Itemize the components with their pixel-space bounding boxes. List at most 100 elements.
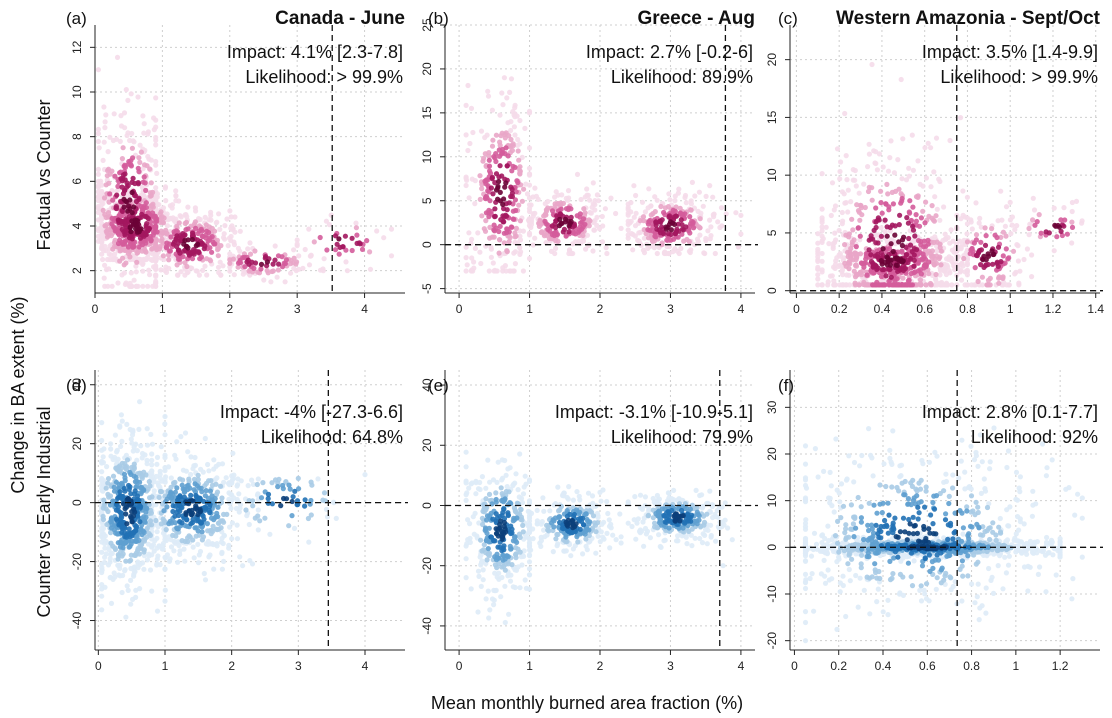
data-point bbox=[703, 193, 709, 199]
data-point bbox=[875, 240, 881, 246]
data-point bbox=[96, 193, 102, 199]
data-point bbox=[511, 250, 517, 256]
data-point bbox=[193, 243, 199, 249]
x-tick-label: 0 bbox=[92, 302, 99, 316]
data-point bbox=[707, 488, 713, 494]
data-point bbox=[666, 191, 672, 197]
data-point bbox=[513, 545, 519, 551]
data-point bbox=[186, 501, 192, 507]
data-point bbox=[463, 556, 469, 562]
data-point bbox=[573, 239, 579, 245]
data-point bbox=[237, 248, 243, 254]
data-point bbox=[1032, 222, 1038, 228]
data-point bbox=[323, 218, 329, 224]
data-point bbox=[489, 143, 496, 149]
data-point bbox=[500, 552, 506, 558]
data-point bbox=[695, 208, 701, 214]
data-point bbox=[143, 187, 149, 193]
data-point bbox=[276, 261, 282, 267]
data-point bbox=[167, 203, 173, 209]
data-point bbox=[632, 494, 638, 500]
data-point bbox=[853, 262, 859, 268]
data-point bbox=[140, 268, 146, 274]
y-tick-label: -20 bbox=[70, 553, 84, 571]
data-point bbox=[147, 272, 153, 278]
data-point bbox=[334, 241, 340, 247]
data-point bbox=[154, 608, 161, 614]
data-point bbox=[224, 216, 230, 222]
data-point bbox=[633, 536, 639, 542]
data-point bbox=[486, 157, 492, 163]
data-point bbox=[823, 224, 829, 230]
data-point bbox=[280, 486, 286, 492]
data-point bbox=[148, 180, 154, 186]
data-point bbox=[555, 484, 561, 490]
data-point bbox=[163, 264, 169, 270]
data-point bbox=[227, 500, 233, 507]
data-point bbox=[492, 213, 498, 219]
data-point bbox=[829, 180, 836, 186]
data-point bbox=[222, 223, 228, 229]
data-point bbox=[633, 192, 639, 199]
data-point bbox=[491, 602, 497, 608]
data-point bbox=[119, 213, 125, 219]
data-point bbox=[520, 522, 526, 529]
data-point bbox=[245, 483, 251, 489]
data-point bbox=[628, 200, 634, 206]
data-point bbox=[483, 507, 489, 513]
data-point bbox=[855, 225, 862, 231]
data-point bbox=[618, 540, 624, 546]
data-point bbox=[237, 228, 243, 234]
data-point bbox=[484, 132, 490, 138]
data-point bbox=[857, 251, 864, 257]
data-point bbox=[647, 535, 654, 541]
data-point bbox=[896, 239, 902, 245]
data-point bbox=[587, 209, 593, 216]
data-point bbox=[857, 217, 863, 223]
data-point bbox=[163, 198, 169, 204]
data-point bbox=[944, 256, 950, 262]
data-point bbox=[308, 512, 314, 518]
data-point bbox=[101, 104, 107, 110]
data-point bbox=[110, 197, 116, 203]
data-point bbox=[294, 237, 300, 243]
data-point bbox=[114, 449, 120, 455]
data-point bbox=[843, 200, 849, 206]
data-point bbox=[286, 523, 292, 529]
data-point bbox=[113, 204, 119, 210]
data-point bbox=[463, 182, 469, 189]
data-point bbox=[123, 511, 129, 517]
data-point bbox=[552, 194, 558, 200]
impact-annotation: Impact: 2.7% [-0.2-6] bbox=[586, 42, 753, 62]
data-point bbox=[228, 225, 234, 231]
data-point bbox=[922, 220, 928, 226]
y-tick-label: 6 bbox=[70, 178, 84, 185]
data-point bbox=[148, 206, 154, 212]
data-point bbox=[128, 270, 134, 276]
y-tick-label: 10 bbox=[70, 85, 84, 99]
data-point bbox=[137, 399, 143, 405]
data-point bbox=[144, 442, 151, 448]
data-point bbox=[208, 515, 215, 521]
data-point bbox=[463, 268, 469, 274]
data-point bbox=[1069, 199, 1075, 206]
data-point bbox=[265, 496, 271, 502]
data-point bbox=[534, 507, 540, 513]
data-point bbox=[1051, 205, 1057, 211]
data-point bbox=[154, 201, 160, 208]
data-point bbox=[135, 559, 141, 565]
data-point bbox=[502, 619, 508, 626]
data-point bbox=[494, 268, 500, 274]
x-tick-label: 4 bbox=[362, 659, 369, 673]
data-point bbox=[128, 601, 134, 607]
data-point bbox=[1007, 199, 1013, 205]
data-point bbox=[237, 260, 244, 266]
data-point bbox=[673, 538, 680, 544]
data-point bbox=[841, 191, 847, 197]
data-point bbox=[859, 212, 865, 218]
data-point bbox=[960, 241, 966, 247]
data-point bbox=[186, 533, 192, 539]
data-point bbox=[1021, 256, 1027, 263]
data-point bbox=[1053, 223, 1059, 229]
data-point bbox=[218, 483, 224, 489]
